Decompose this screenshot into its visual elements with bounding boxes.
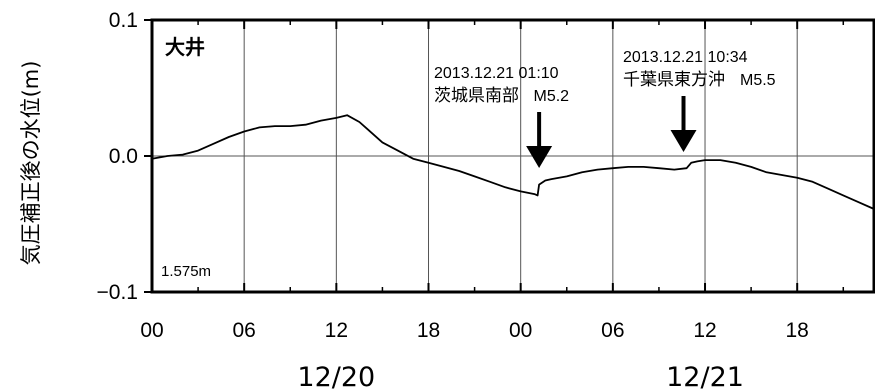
y-tick-label: 0.1 xyxy=(109,9,138,32)
date-label: 12/21 xyxy=(666,362,744,392)
x-tick-label: 12 xyxy=(693,319,716,342)
series-line-group xyxy=(151,114,875,210)
y-axis-label: 気圧補正後の水位(m) xyxy=(19,61,43,266)
series-line xyxy=(151,114,875,210)
annotation-group: 2013.12.21 01:10 茨城県南部 M5.2 2013.12.21 10:3… xyxy=(434,49,776,168)
x-tick-label: 06 xyxy=(232,319,255,342)
grid xyxy=(152,20,874,292)
annotation-place: 千葉県東方沖 xyxy=(623,70,725,90)
y-tick-label: −0.1 xyxy=(97,281,138,304)
date-label: 12/20 xyxy=(297,362,375,392)
x-tick-labels: 00 06 12 18 00 06 12 18 xyxy=(140,319,809,342)
annotation-date: 2013.12.21 10:34 xyxy=(623,49,748,66)
x-tick-label: 06 xyxy=(601,319,624,342)
x-tick-label: 00 xyxy=(509,319,532,342)
x-tick-label: 18 xyxy=(786,319,809,342)
x-tick-label: 12 xyxy=(325,319,348,342)
annotation-arrow-head xyxy=(670,130,697,152)
annotation-magnitude: M5.5 xyxy=(740,72,776,89)
reference-level-label: 1.575m xyxy=(161,263,211,280)
annotation-magnitude: M5.2 xyxy=(534,88,570,105)
annotation-place: 茨城県南部 xyxy=(434,86,519,106)
annotation-date: 2013.12.21 01:10 xyxy=(434,65,559,82)
y-tick-label: 0.0 xyxy=(109,145,138,168)
station-label: 大井 xyxy=(165,35,205,59)
x-tick-label: 18 xyxy=(417,319,440,342)
x-tick-label: 00 xyxy=(140,319,163,342)
plot-frame xyxy=(150,18,875,294)
date-labels: 12/20 12/21 xyxy=(297,362,743,392)
annotation-arrow-head xyxy=(526,146,553,168)
